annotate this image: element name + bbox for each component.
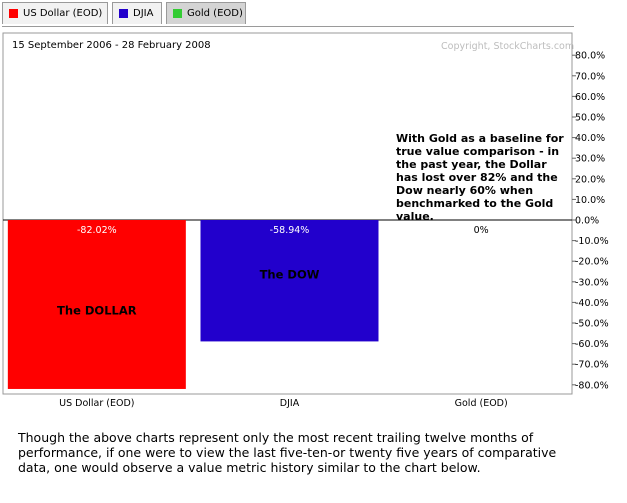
y-tick-label: -60.0%: [575, 339, 609, 350]
us-dollar-swatch-icon: [9, 9, 18, 18]
date-range: 15 September 2006 - 28 February 2008: [12, 40, 211, 51]
data-label: -58.94%: [270, 225, 310, 236]
data-label: -82.02%: [77, 225, 117, 236]
y-tick-label: -80.0%: [575, 380, 609, 391]
tab-gold-label: Gold (EOD): [187, 8, 243, 19]
tab-djia[interactable]: DJIA: [112, 2, 162, 24]
djia-swatch-icon: [119, 9, 128, 18]
y-tick-label: 70.0%: [575, 71, 605, 82]
tab-djia-label: DJIA: [133, 8, 154, 19]
bar-label: The DOLLAR: [57, 303, 137, 317]
tab-us-dollar-label: US Dollar (EOD): [23, 8, 103, 19]
x-tick-label: DJIA: [280, 398, 300, 409]
tab-underline: [2, 26, 574, 27]
y-tick-label: 50.0%: [575, 113, 605, 124]
y-tick-label: 30.0%: [575, 154, 605, 165]
annotation-note: With Gold as a baseline for true value c…: [396, 132, 564, 223]
bar-label: The DOW: [260, 268, 320, 282]
gold-swatch-icon: [173, 9, 182, 18]
y-tick-label: 20.0%: [575, 174, 605, 185]
y-tick-label: -30.0%: [575, 277, 609, 288]
bar: [200, 220, 379, 342]
tab-us-dollar[interactable]: US Dollar (EOD): [2, 2, 108, 24]
y-tick-label: -70.0%: [575, 360, 609, 371]
y-tick-label: -10.0%: [575, 236, 609, 247]
tab-gold[interactable]: Gold (EOD): [166, 2, 246, 24]
y-tick-label: 60.0%: [575, 92, 605, 103]
y-tick-label: 0.0%: [575, 216, 599, 227]
y-tick-label: 10.0%: [575, 195, 605, 206]
data-label: 0%: [474, 225, 489, 236]
copyright: Copyright, StockCharts.com: [441, 41, 575, 52]
bar: [7, 220, 186, 389]
bars: -82.02% The DOLLAR -58.94% The DOW 0%: [7, 220, 489, 389]
y-tick-label: -20.0%: [575, 257, 609, 268]
y-tick-label: -50.0%: [575, 319, 609, 330]
x-axis: US Dollar (EOD) DJIA Gold (EOD): [59, 398, 508, 409]
y-tick-label: 80.0%: [575, 51, 605, 62]
y-tick-label: 40.0%: [575, 133, 605, 144]
y-axis: 80.0% 70.0% 60.0% 50.0% 40.0% 30.0% 20.0% 10.0%…: [3, 33, 609, 394]
x-tick-label: Gold (EOD): [455, 398, 508, 409]
x-tick-label: US Dollar (EOD): [59, 398, 134, 409]
caption-text: Though the above charts represent only t…: [18, 430, 557, 475]
y-tick-label: -40.0%: [575, 298, 609, 309]
performance-chart: 80.0% 70.0% 60.0% 50.0% 40.0% 30.0% 20.0% 10.0%…: [2, 32, 609, 409]
